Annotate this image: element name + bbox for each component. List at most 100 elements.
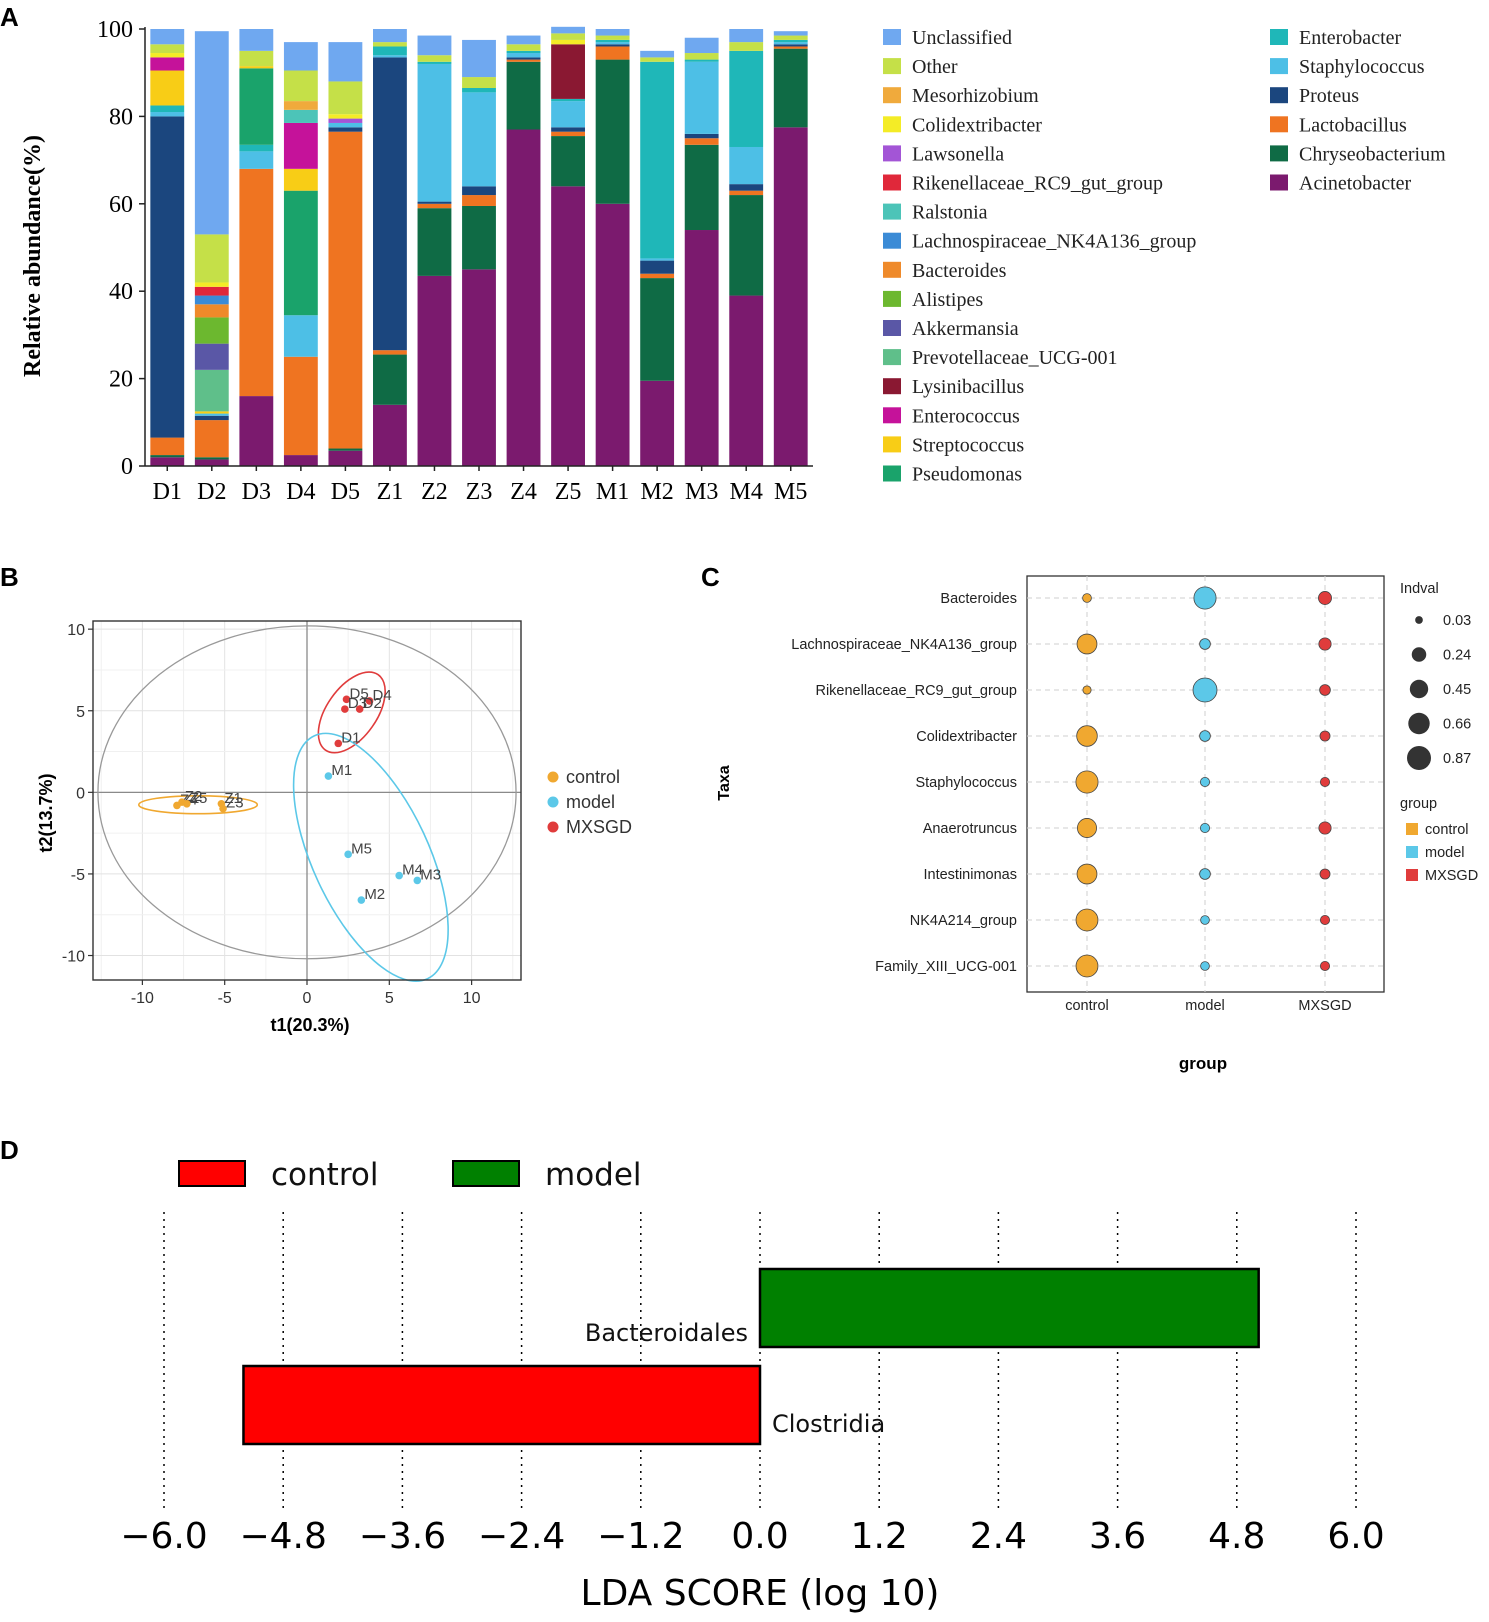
point-label-z1: Z1 (224, 790, 242, 807)
panel-a-x-tick-label-d3: D3 (242, 479, 271, 505)
bar-segment-m4-staphylococcus (729, 146, 764, 185)
panel-a-x-tick-label-m3: M3 (685, 479, 718, 505)
panel-a-x-tick-label-z2: Z2 (421, 479, 448, 505)
bubble-lachnospiraceae-nk4a136-group-model (1199, 638, 1211, 650)
bar-segment-d1-other (150, 44, 185, 54)
bar-segment-m3-chryseobacterium (684, 144, 719, 231)
bar-segment-d1-unclassified (150, 29, 185, 45)
legend-swatch-bacteroides (883, 261, 901, 278)
bar-segment-z5-other (551, 33, 585, 40)
point-m5 (344, 850, 352, 859)
panel-c-taxon-label-anaerotruncus: Anaerotruncus (923, 821, 1017, 837)
point-m2 (357, 896, 366, 904)
point-label-d2: D2 (363, 695, 382, 712)
panel-c-size-legend-circle (1415, 616, 1423, 624)
bar-segment-m2-staphylococcus (640, 258, 675, 261)
point-label-z5: Z5 (190, 790, 208, 807)
panel-d-x-tick-label: −4.8 (239, 1516, 326, 1557)
bar-segment-d1-acinetobacter (150, 457, 185, 466)
panel-c-taxon-label-rikenellaceae-rc9-gut-group: Rikenellaceae_RC9_gut_group (815, 683, 1017, 699)
panel-c-size-legend-label: 0.87 (1443, 751, 1471, 767)
bubble-family-xiii-ucg-001-control (1075, 954, 1099, 978)
bar-segment-z4-acinetobacter (506, 129, 541, 466)
bar-segment-d2-akkermansia (194, 343, 229, 370)
lda-bar-bacteroidales (758, 1267, 1260, 1349)
bar-segment-m3-unclassified (684, 37, 719, 54)
bar-segment-m3-lactobacillus (684, 138, 719, 145)
panel-b-x-tick-label: 5 (385, 990, 394, 1007)
point-d4 (365, 697, 374, 705)
bar-segment-z5-proteus (551, 127, 585, 132)
panel-c-group-legend-swatch-mxsgd (1406, 869, 1418, 881)
panel-c-size-legend-label: 0.03 (1443, 613, 1471, 629)
bar-segment-d5-unclassified (328, 42, 363, 82)
bar-segment-m2-unclassified (640, 50, 675, 58)
legend-swatch-proteus (1270, 87, 1288, 104)
bar-segment-m5-other (773, 35, 808, 40)
panel-a-x-tick-label-m5: M5 (774, 479, 807, 505)
bar-segment-d1-colidextribacter (150, 53, 185, 58)
bar-segment-d1-enterococcus (150, 57, 185, 71)
legend-swatch-lysinibacillus (883, 378, 901, 395)
bar-segment-z3-acinetobacter (462, 269, 496, 466)
panel-a-y-tick-label: 0 (121, 454, 133, 480)
bar-segment-m2-acinetobacter (640, 380, 675, 466)
bar-segment-m1-lactobacillus (595, 46, 630, 60)
bubble-intestinimonas-model (1199, 868, 1211, 880)
bar-segment-d4-streptococcus (283, 168, 318, 191)
point-label-d5: D5 (350, 685, 369, 702)
legend-label-alistipes: Alistipes (912, 289, 983, 311)
panel-b-confidence-ellipse (97, 625, 517, 960)
panel-c-size-legend-circle (1411, 647, 1427, 662)
legend-swatch-lactobacillus (1270, 116, 1288, 133)
legend-label-akkermansia: Akkermansia (912, 318, 1019, 340)
point-label-m3: M3 (420, 866, 441, 883)
panel-d-x-tick-label: 3.6 (1089, 1516, 1146, 1557)
legend-label-chryseobacterium: Chryseobacterium (1299, 143, 1446, 165)
bubble-nk4a214-group-mxsgd (1319, 914, 1331, 926)
panel-c-group-legend-swatch-model (1406, 846, 1418, 858)
legend-label-mesorhizobium: Mesorhizobium (912, 85, 1039, 107)
legend-label-colidextribacter: Colidextribacter (912, 114, 1042, 136)
bar-segment-d5-staphylococcus (328, 122, 363, 128)
bar-segment-d2-prevotellaceae-ucg-001 (194, 369, 229, 412)
bar-segment-d2-other (194, 234, 229, 283)
legend-swatch-alistipes (883, 290, 901, 307)
bar-segment-d2-acinetobacter (194, 459, 229, 466)
panel-c-size-legend-circle (1407, 746, 1431, 770)
panel-c-size-legend-circle (1409, 679, 1429, 699)
panel-c-size-legend-label: 0.24 (1443, 648, 1471, 664)
bubble-rikenellaceae-rc9-gut-group-mxsgd (1319, 684, 1331, 696)
bubble-intestinimonas-mxsgd (1319, 868, 1331, 880)
bar-segment-d3-other (239, 50, 274, 67)
panel-label-c: C (701, 562, 720, 592)
bar-segment-z4-staphylococcus (506, 53, 541, 58)
legend-swatch-mesorhizobium (883, 87, 901, 104)
bubble-anaerotruncus-control (1077, 818, 1097, 838)
panel-b-ellipse-mxsgd (317, 671, 386, 754)
bar-segment-d5-colidextribacter (328, 114, 363, 119)
legend-label-unclassified: Unclassified (912, 27, 1012, 49)
lda-bar-label-clostridia: Clostridia (772, 1410, 885, 1438)
panel-d-x-tick-label: −3.6 (359, 1516, 446, 1557)
legend-swatch-streptococcus (883, 436, 901, 453)
bar-segment-m5-acinetobacter (773, 127, 808, 466)
point-label-d4: D4 (373, 687, 392, 704)
bar-segment-z3-enterobacter (462, 87, 496, 93)
legend-swatch-ralstonia (883, 203, 901, 220)
panel-c-taxon-label-intestinimonas: Intestinimonas (924, 867, 1018, 883)
bar-segment-d4-enterococcus (283, 122, 318, 169)
bar-segment-d2-bacteroides (194, 304, 229, 318)
bar-segment-z4-other (506, 44, 541, 51)
bar-segment-d2-staphylococcus (194, 413, 229, 416)
bar-segment-z1-unclassified (373, 29, 407, 43)
bar-segment-m5-staphylococcus (773, 42, 808, 45)
bubble-bacteroides-control (1082, 593, 1092, 603)
legend-swatch-colidextribacter (883, 116, 901, 133)
bar-segment-d2-alistipes (194, 317, 229, 344)
bar-segment-d2-lachnospiraceae-nk4a136-group (194, 295, 229, 305)
panel-a-x-tick-label-d4: D4 (286, 479, 315, 505)
bar-segment-m3-proteus (684, 133, 719, 139)
bar-segment-m2-chryseobacterium (640, 278, 675, 381)
panel-c-group-legend-label-control: control (1425, 822, 1469, 838)
